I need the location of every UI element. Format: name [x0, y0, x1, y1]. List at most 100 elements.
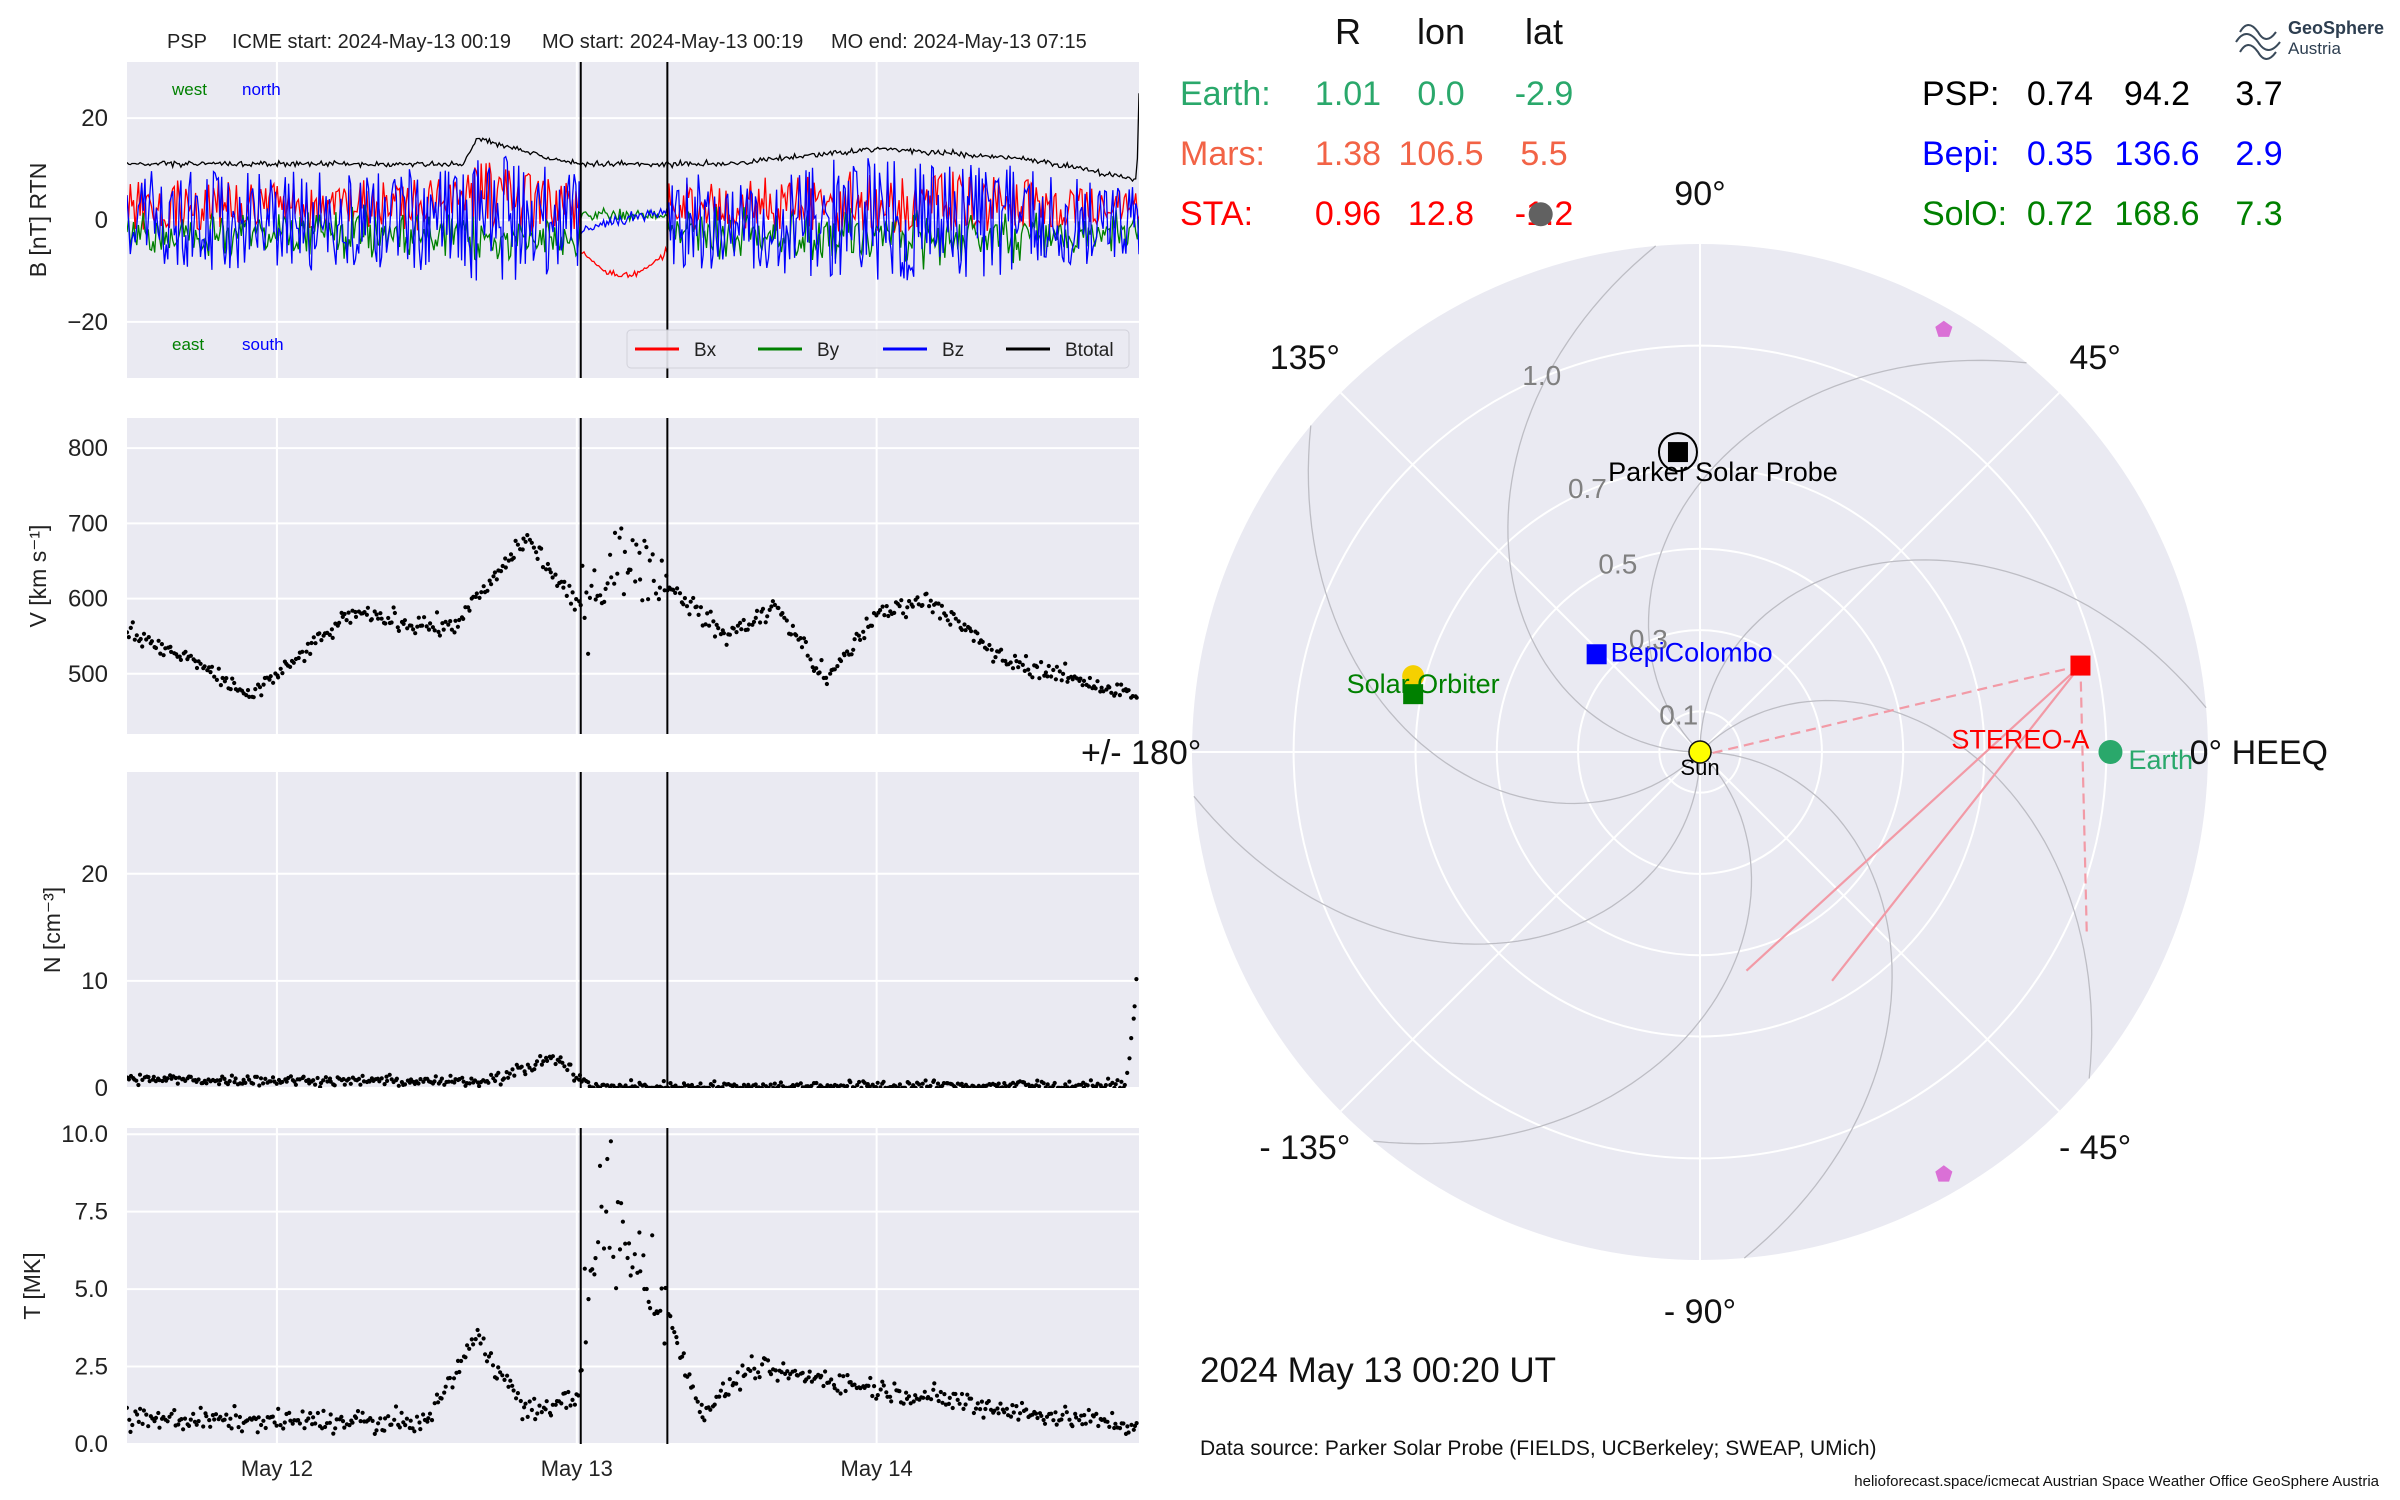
data-point — [459, 1358, 464, 1364]
angle-tick-label: - 45° — [2059, 1129, 2131, 1167]
data-point — [591, 1085, 596, 1088]
data-point — [866, 1383, 871, 1388]
body-lon: 136.6 — [2114, 135, 2199, 173]
legend-by: By — [817, 340, 840, 361]
data-point — [424, 624, 429, 629]
data-point — [869, 623, 875, 628]
angle-gridline — [1699, 751, 2060, 1112]
data-point — [146, 1424, 151, 1429]
data-point — [1035, 664, 1040, 670]
data-point — [522, 1405, 527, 1410]
data-point — [880, 1379, 885, 1384]
data-point — [881, 1079, 886, 1084]
data-point — [682, 1083, 688, 1088]
data-point — [483, 1352, 488, 1357]
data-point — [942, 1392, 947, 1397]
data-point — [1039, 660, 1044, 665]
data-point — [801, 636, 807, 641]
data-point — [646, 597, 651, 602]
data-point — [258, 1076, 264, 1081]
geosphere-logo: GeoSphere Austria — [2235, 18, 2384, 60]
data-point — [662, 1341, 667, 1346]
data-point — [1134, 695, 1139, 700]
data-point — [959, 627, 965, 633]
data-point — [1041, 1417, 1046, 1423]
data-point — [194, 1422, 199, 1427]
data-point — [261, 1081, 266, 1086]
data-point — [807, 1369, 812, 1374]
data-point — [506, 1384, 511, 1389]
data-point — [177, 654, 182, 659]
data-point — [772, 1081, 777, 1086]
data-point — [845, 649, 850, 654]
data-point — [996, 1411, 1001, 1416]
data-point — [358, 1082, 363, 1087]
data-point — [496, 1365, 501, 1370]
data-point — [383, 1416, 388, 1421]
data-point — [433, 1074, 438, 1079]
data-point — [625, 1255, 630, 1261]
data-point — [408, 1418, 413, 1423]
data-point — [318, 1085, 323, 1088]
data-point — [927, 604, 932, 609]
y-tick-label: 0.0 — [75, 1431, 108, 1458]
data-point — [389, 1422, 394, 1427]
y-tick-label: 7.5 — [75, 1199, 108, 1226]
data-point — [875, 1393, 880, 1398]
angle-gridline — [1340, 392, 1701, 753]
data-point — [430, 625, 435, 630]
data-point — [700, 1415, 705, 1420]
position-row-earth: Earth: 1.01 0.0 -2.9 — [1180, 75, 1573, 113]
data-point — [1125, 1424, 1130, 1429]
data-point — [593, 1256, 598, 1261]
data-point — [383, 621, 388, 626]
data-point — [699, 1402, 704, 1407]
data-point — [862, 636, 867, 641]
data-point — [965, 1392, 970, 1397]
data-point — [819, 658, 824, 663]
col-header-lat: lat — [1525, 11, 1563, 52]
data-point — [851, 647, 856, 652]
data-point — [455, 624, 460, 629]
data-point — [1035, 1415, 1040, 1421]
data-point — [490, 1363, 496, 1368]
data-point — [566, 1389, 571, 1395]
data-point — [621, 592, 627, 597]
body-marker-parker-solar-probe: Parker Solar Probe — [1608, 432, 1838, 487]
data-point — [405, 626, 410, 631]
body-lon: 0.0 — [1417, 75, 1464, 113]
data-point — [561, 585, 566, 590]
data-point — [535, 556, 540, 562]
data-point — [973, 1406, 979, 1411]
data-point — [1080, 683, 1085, 688]
data-point — [544, 567, 549, 572]
data-point — [658, 1308, 663, 1313]
data-point — [720, 1085, 725, 1088]
data-point — [913, 1085, 918, 1088]
data-point — [1003, 1084, 1009, 1088]
data-point — [1017, 660, 1022, 665]
data-point — [943, 613, 949, 618]
data-point — [740, 1363, 745, 1368]
data-point — [726, 1392, 731, 1397]
data-point — [436, 629, 441, 635]
data-point — [1113, 691, 1118, 696]
data-point — [859, 1085, 864, 1088]
data-point — [651, 578, 656, 584]
marker-pentagon — [1935, 320, 1953, 337]
data-point — [478, 1341, 483, 1346]
data-point — [1037, 676, 1042, 681]
data-point — [418, 1077, 423, 1082]
data-point — [259, 1422, 264, 1428]
data-point — [1065, 1085, 1070, 1088]
data-point — [271, 680, 276, 685]
data-point — [809, 1083, 814, 1088]
data-point — [950, 1405, 955, 1411]
data-point — [545, 561, 551, 567]
data-point — [344, 618, 349, 623]
data-point — [1059, 678, 1064, 683]
data-point — [917, 1082, 922, 1087]
data-point — [511, 555, 516, 561]
data-point — [215, 1078, 220, 1083]
y-tick-label: 5.0 — [75, 1276, 108, 1303]
